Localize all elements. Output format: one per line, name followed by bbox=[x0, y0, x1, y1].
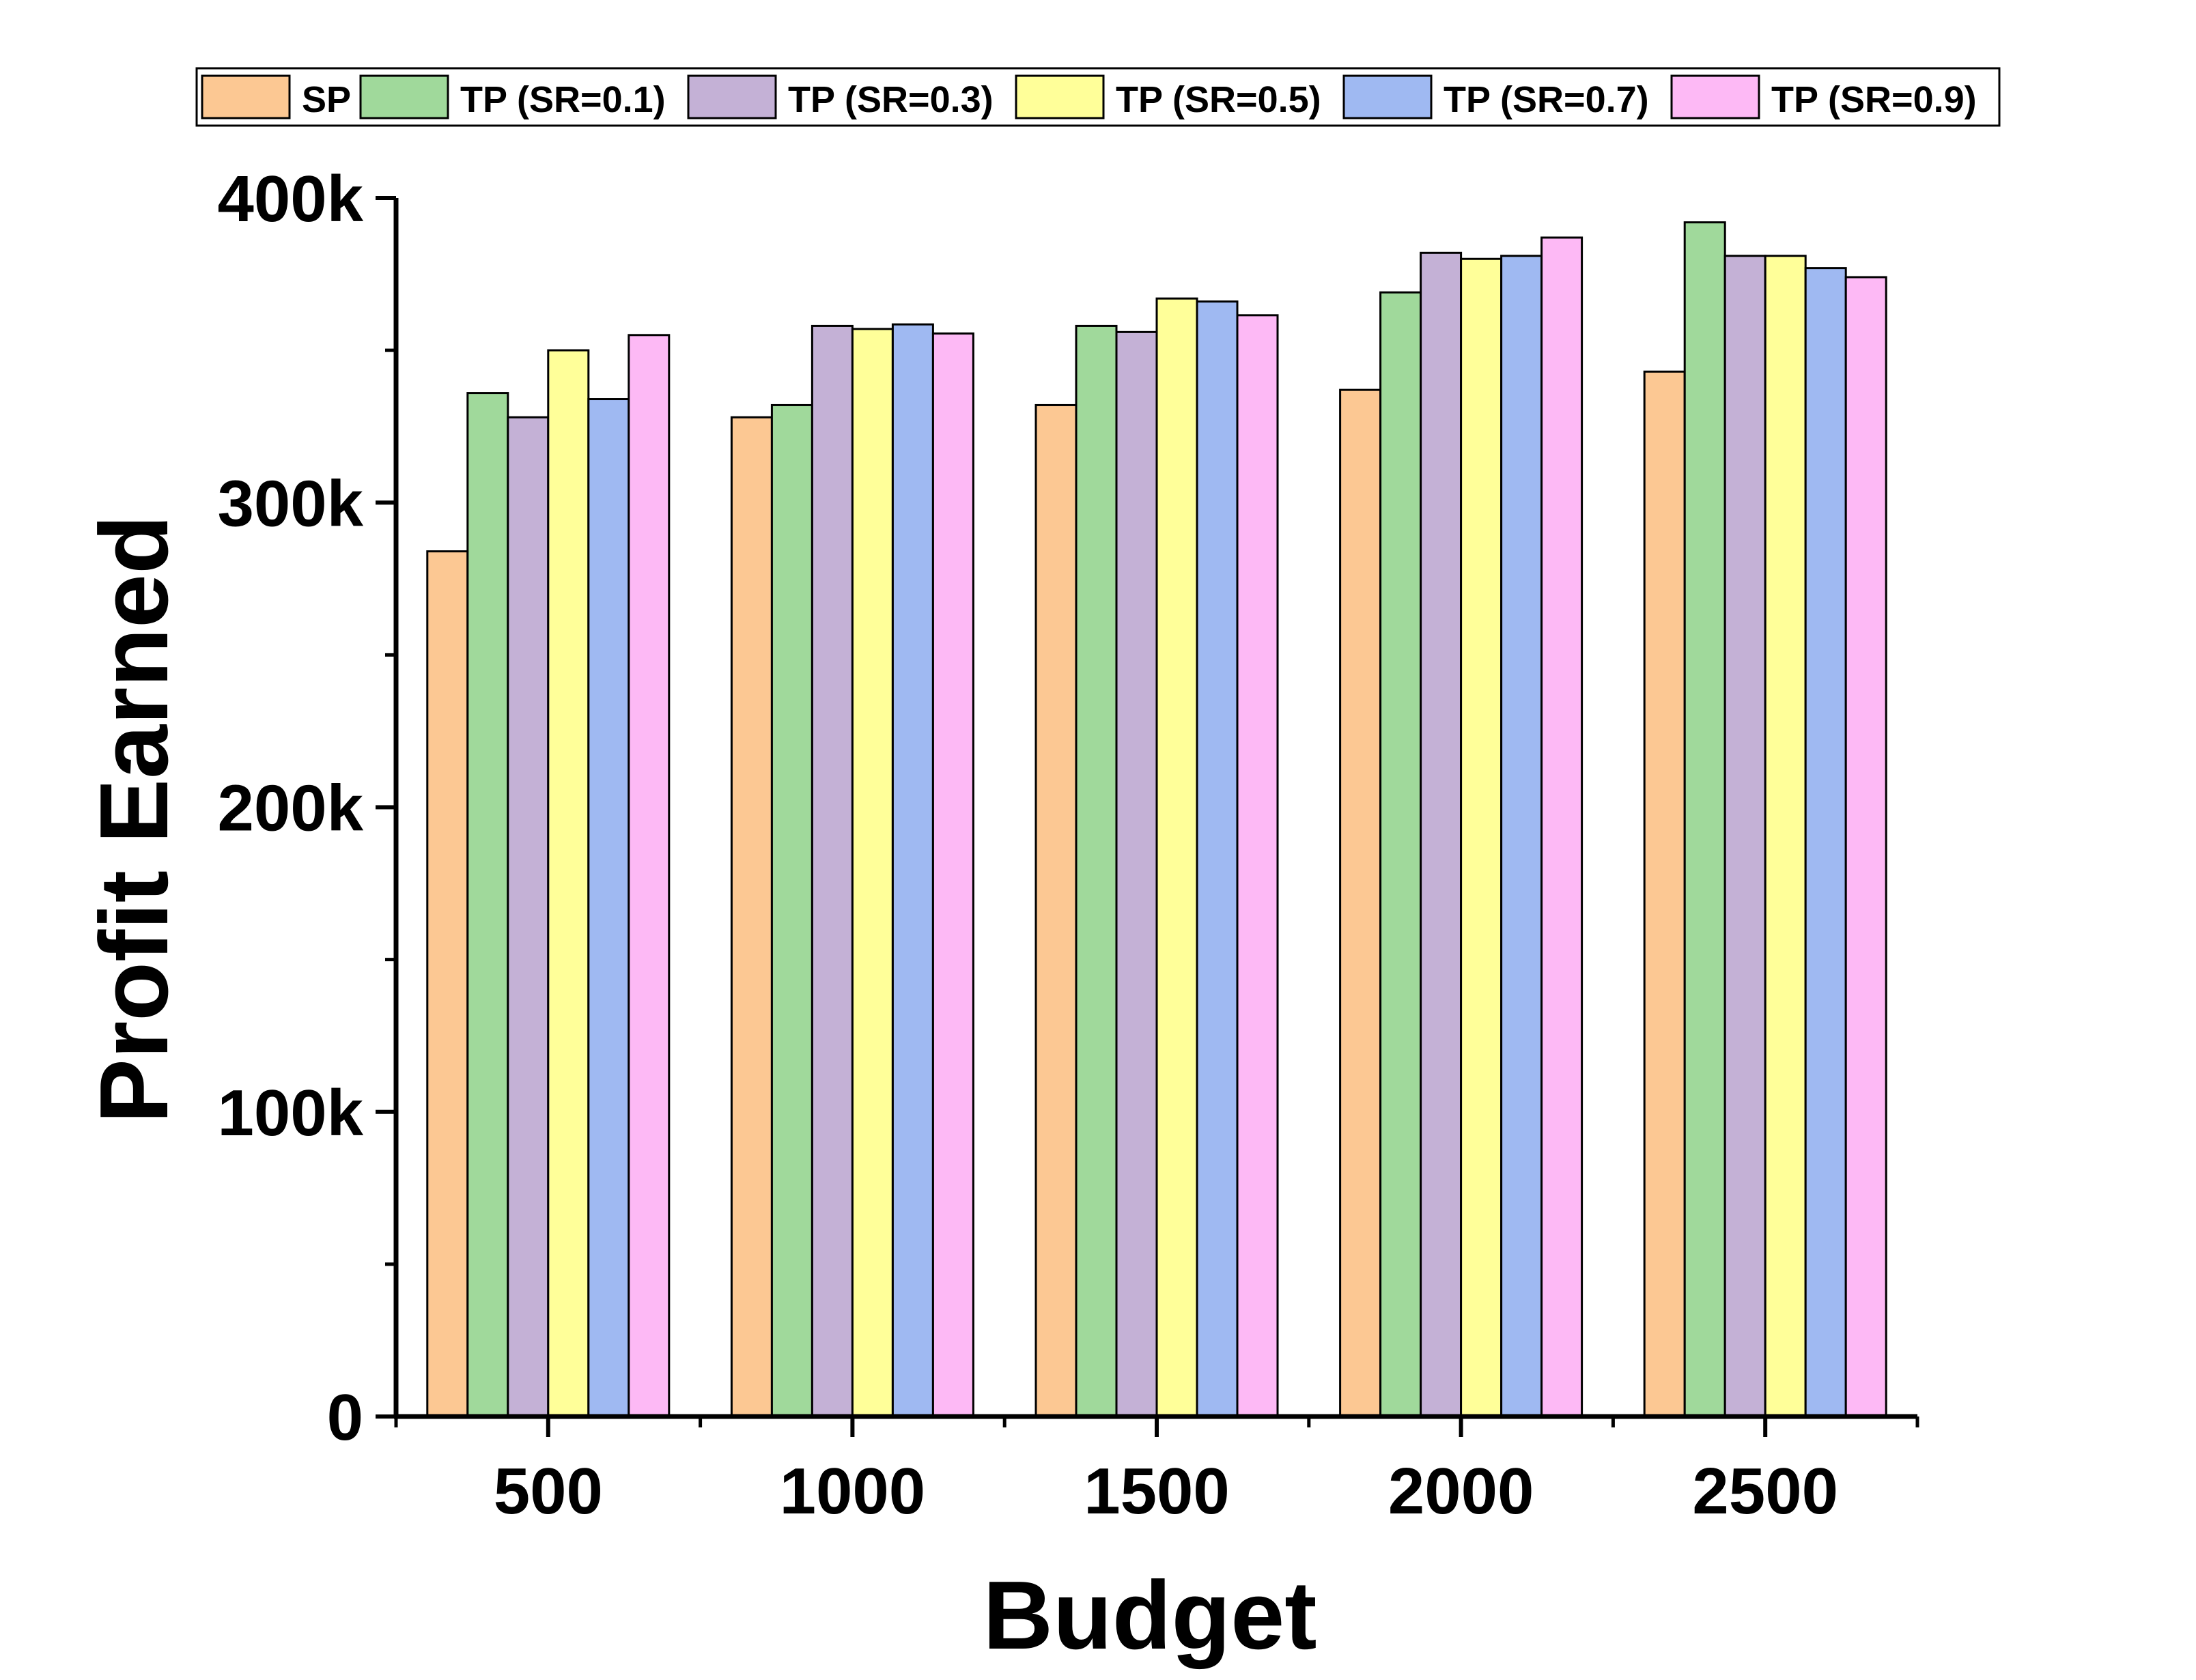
bar-4-1500 bbox=[1155, 297, 1198, 1418]
legend-swatch-1 bbox=[201, 74, 291, 119]
legend-label-1: SP bbox=[302, 79, 351, 120]
bar-5-500 bbox=[587, 398, 630, 1418]
bar-2-1500 bbox=[1075, 324, 1118, 1418]
bar-2-2000 bbox=[1379, 291, 1422, 1418]
x-tick-label: 1000 bbox=[780, 1455, 926, 1528]
bar-4-1000 bbox=[851, 328, 894, 1418]
x-tick-label: 500 bbox=[494, 1455, 603, 1528]
legend-label-5: TP (SR=0.7) bbox=[1444, 79, 1649, 120]
legend-label-6: TP (SR=0.9) bbox=[1771, 79, 1977, 120]
x-tick-label: 2000 bbox=[1388, 1455, 1534, 1528]
bar-6-1000 bbox=[931, 332, 974, 1418]
bar-6-2500 bbox=[1844, 276, 1887, 1418]
bars bbox=[426, 221, 1887, 1418]
bar-5-1000 bbox=[891, 323, 934, 1418]
axes: 0 100k 200k 300k 400k 500 1000 1500 2000 2500 bbox=[217, 162, 1919, 1528]
legend-swatch-5 bbox=[1342, 74, 1433, 119]
y-tick-label: 400k bbox=[217, 162, 363, 236]
x-axis-label: Budget bbox=[983, 1561, 1317, 1670]
legend-swatch-6 bbox=[1670, 74, 1760, 119]
x-tick-label: 2500 bbox=[1692, 1455, 1838, 1528]
bar-5-2500 bbox=[1804, 267, 1847, 1418]
bar-1-500 bbox=[426, 550, 469, 1418]
bar-3-2000 bbox=[1420, 251, 1463, 1418]
bar-6-2000 bbox=[1540, 236, 1583, 1418]
bar-5-1500 bbox=[1196, 300, 1239, 1418]
legend-swatch-4 bbox=[1015, 74, 1105, 119]
bar-4-2500 bbox=[1764, 255, 1807, 1418]
bar-6-1500 bbox=[1236, 314, 1279, 1418]
bar-1-2000 bbox=[1339, 388, 1382, 1418]
legend-swatch-3 bbox=[687, 74, 777, 119]
bar-2-2500 bbox=[1683, 221, 1726, 1418]
legend-label-4: TP (SR=0.5) bbox=[1116, 79, 1321, 120]
legend-label-2: TP (SR=0.1) bbox=[460, 79, 666, 120]
bar-3-2500 bbox=[1723, 255, 1766, 1418]
legend-label-3: TP (SR=0.3) bbox=[788, 79, 994, 120]
legend: SP TP (SR=0.1) TP (SR=0.3) TP (SR=0.5) TP (S… bbox=[195, 67, 2001, 127]
bar-3-1500 bbox=[1115, 330, 1158, 1418]
y-axis-label: Profit Earned bbox=[80, 515, 188, 1124]
y-tick-label: 300k bbox=[217, 467, 363, 540]
bar-2-1000 bbox=[770, 403, 813, 1418]
bar-5-2000 bbox=[1500, 255, 1543, 1418]
bar-1-1500 bbox=[1034, 403, 1078, 1418]
y-tick-label: 100k bbox=[217, 1077, 363, 1150]
bar-6-500 bbox=[628, 334, 671, 1418]
bar-4-2000 bbox=[1460, 257, 1503, 1418]
bar-2-500 bbox=[466, 392, 509, 1418]
x-tick-label: 1500 bbox=[1084, 1455, 1230, 1528]
y-tick-label: 200k bbox=[217, 772, 363, 845]
bar-3-1000 bbox=[811, 324, 854, 1418]
bar-3-500 bbox=[507, 416, 550, 1418]
bar-4-500 bbox=[547, 349, 590, 1418]
y-tick-label: 0 bbox=[327, 1381, 363, 1454]
legend-swatch-2 bbox=[359, 74, 449, 119]
bar-1-1000 bbox=[730, 416, 773, 1418]
bar-1-2500 bbox=[1643, 370, 1686, 1418]
